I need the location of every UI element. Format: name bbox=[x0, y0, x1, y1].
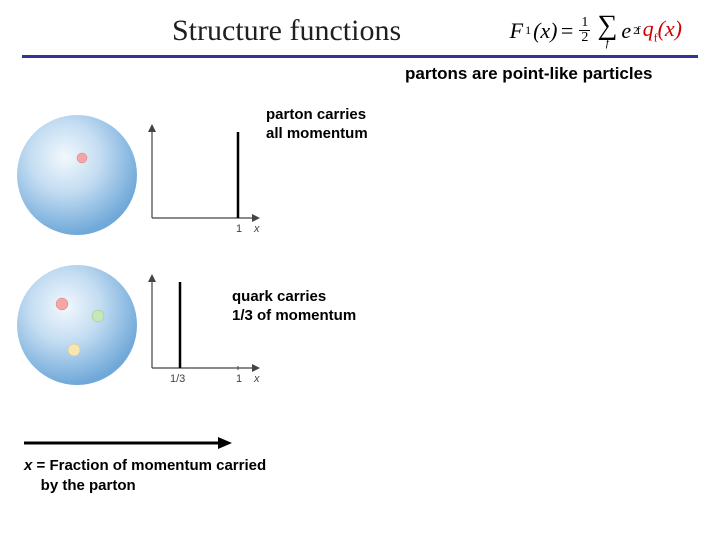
label-parton-carries-all: parton carries all momentum bbox=[266, 106, 368, 144]
structure-function-equation: F1(x) = 1 2 ∑ f e2f qf(x) bbox=[510, 12, 682, 49]
label2-line2: 1/3 of momentum bbox=[232, 307, 356, 324]
panel-single-parton: 1 x bbox=[12, 110, 272, 250]
eq-e-sub: f bbox=[637, 23, 641, 38]
parton-dot bbox=[77, 153, 87, 163]
label1-line2: all momentum bbox=[266, 125, 368, 142]
label1-line1: parton carries bbox=[266, 106, 366, 123]
axis-x: x bbox=[253, 223, 260, 235]
eq-sum: ∑ f bbox=[597, 12, 617, 49]
eq-q-arg: (x) bbox=[658, 16, 682, 41]
proton-sphere-1 bbox=[12, 110, 142, 240]
chart-delta-1: 1 x bbox=[142, 118, 266, 238]
eq-e: e bbox=[621, 18, 631, 44]
eq-q: q bbox=[643, 16, 654, 41]
eq-half-den: 2 bbox=[579, 31, 590, 45]
sigma-icon: ∑ bbox=[597, 12, 617, 40]
quark-dot-red bbox=[56, 298, 68, 310]
caption-line2: by the parton bbox=[41, 477, 136, 494]
eq-half: 1 2 bbox=[579, 16, 590, 45]
eq-qf: qf(x) bbox=[643, 16, 682, 45]
eq-lhs-arg: (x) bbox=[533, 18, 557, 44]
quark-dot-green bbox=[92, 310, 104, 322]
caption-line1: = Fraction of momentum carried bbox=[32, 457, 266, 474]
tick-third: 1/3 bbox=[170, 373, 185, 385]
chart-delta-2: 1/3 1 x bbox=[142, 268, 266, 388]
tick-1: 1 bbox=[236, 223, 242, 235]
eq-F: F bbox=[510, 18, 523, 44]
label-quark-carries-third: quark carries 1/3 of momentum bbox=[232, 288, 356, 326]
proton-sphere-2 bbox=[12, 260, 142, 390]
title-bar: Structure functions F1(x) = 1 2 ∑ f e2f … bbox=[22, 12, 698, 58]
page-title: Structure functions bbox=[172, 14, 401, 48]
subtitle: partons are point-like particles bbox=[405, 64, 653, 84]
panel-three-quarks: 1/3 1 x bbox=[12, 260, 272, 400]
axis-x: x bbox=[253, 373, 260, 385]
eq-equals: = bbox=[559, 18, 574, 44]
x-arrow bbox=[24, 436, 224, 450]
tick-1: 1 bbox=[236, 373, 242, 385]
label2-line1: quark carries bbox=[232, 288, 326, 305]
x-definition-caption: x = Fraction of momentum carried by the … bbox=[24, 456, 266, 495]
eq-F-sub: 1 bbox=[525, 23, 531, 38]
quark-dot-yellow bbox=[68, 344, 80, 356]
eq-half-num: 1 bbox=[579, 16, 590, 31]
arrowhead-icon bbox=[218, 437, 232, 449]
eq-sum-index: f bbox=[606, 38, 609, 49]
